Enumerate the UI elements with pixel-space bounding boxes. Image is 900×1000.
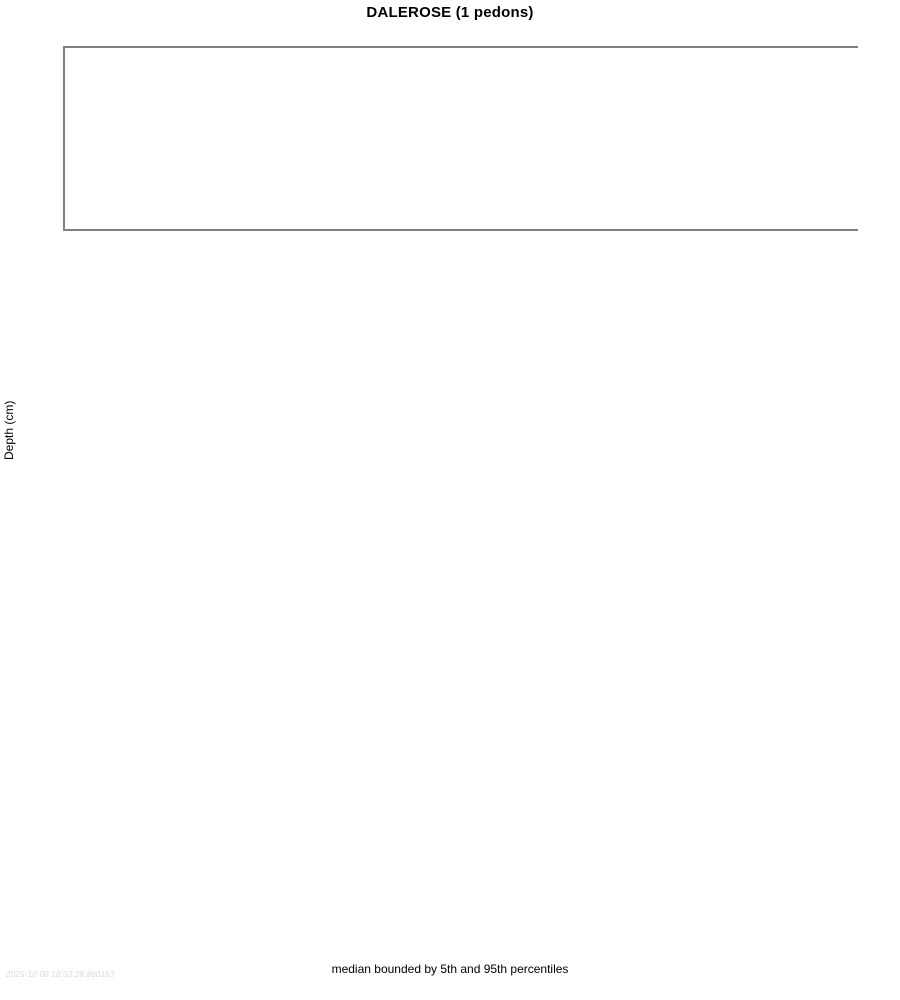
panel-header-strip-1 xyxy=(63,30,858,46)
y-axis-label: Depth (cm) xyxy=(2,400,16,460)
page-title: DALEROSE (1 pedons) xyxy=(366,4,534,21)
timestamp-watermark: 2025-10-08 18:03:28.860163 xyxy=(6,970,115,979)
plot-area-row-1 xyxy=(63,46,858,231)
figure-caption: median bounded by 5th and 95th percentil… xyxy=(331,962,569,976)
